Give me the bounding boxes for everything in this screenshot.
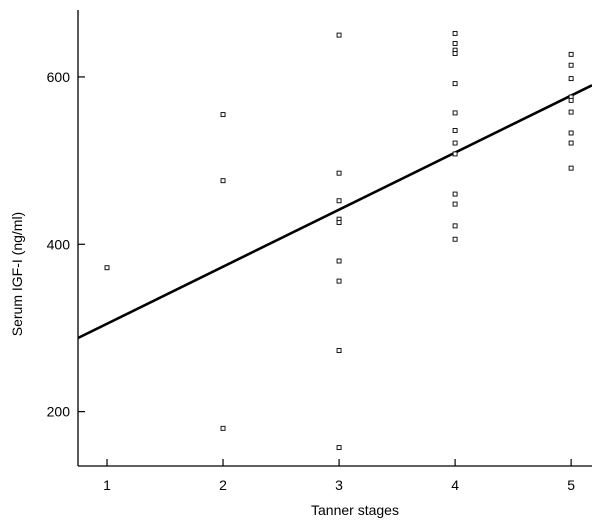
y-tick-label-400: 400 <box>47 236 71 252</box>
data-point <box>452 140 458 146</box>
data-point <box>568 76 574 82</box>
data-point <box>452 236 458 242</box>
data-point <box>452 81 458 87</box>
data-point <box>568 130 574 136</box>
y-axis-title: Serum IGF-I (ng/ml) <box>9 212 25 336</box>
data-point <box>452 151 458 157</box>
data-point <box>336 445 342 451</box>
y-tick-label-200: 200 <box>47 404 71 420</box>
x-tick-label-3: 3 <box>335 477 343 493</box>
data-point <box>568 62 574 68</box>
plot-area: 1 2 3 4 5 200 400 600 <box>47 10 592 493</box>
data-point <box>452 128 458 133</box>
data-point <box>452 51 458 56</box>
data-point <box>452 223 458 229</box>
data-point <box>452 41 458 46</box>
x-tick-label-4: 4 <box>451 477 459 493</box>
data-point <box>568 51 574 57</box>
data-point <box>220 112 226 118</box>
y-tick-label-600: 600 <box>47 69 71 85</box>
data-point <box>220 178 226 184</box>
x-axis-title: Tanner stages <box>311 502 399 518</box>
regression-line <box>77 84 592 340</box>
x-tick-label-5: 5 <box>567 477 575 493</box>
data-point <box>452 30 458 36</box>
x-axis-ticks: 1 2 3 4 5 <box>103 459 575 493</box>
data-point <box>336 170 342 176</box>
data-points <box>104 30 574 451</box>
data-point <box>568 97 574 103</box>
data-point <box>452 110 458 116</box>
data-point <box>568 109 574 115</box>
data-point <box>568 165 574 171</box>
data-point <box>452 191 458 197</box>
y-axis-ticks: 200 400 600 <box>47 69 85 420</box>
x-tick-label-1: 1 <box>103 477 111 493</box>
data-point <box>336 198 342 204</box>
data-point <box>336 348 342 353</box>
data-point <box>336 32 342 38</box>
data-point <box>336 258 342 264</box>
data-point <box>220 425 226 431</box>
data-point <box>104 265 110 271</box>
x-tick-label-2: 2 <box>219 477 227 493</box>
data-point <box>452 201 458 207</box>
data-point <box>568 140 574 146</box>
data-point <box>336 220 342 225</box>
data-point <box>336 278 342 284</box>
